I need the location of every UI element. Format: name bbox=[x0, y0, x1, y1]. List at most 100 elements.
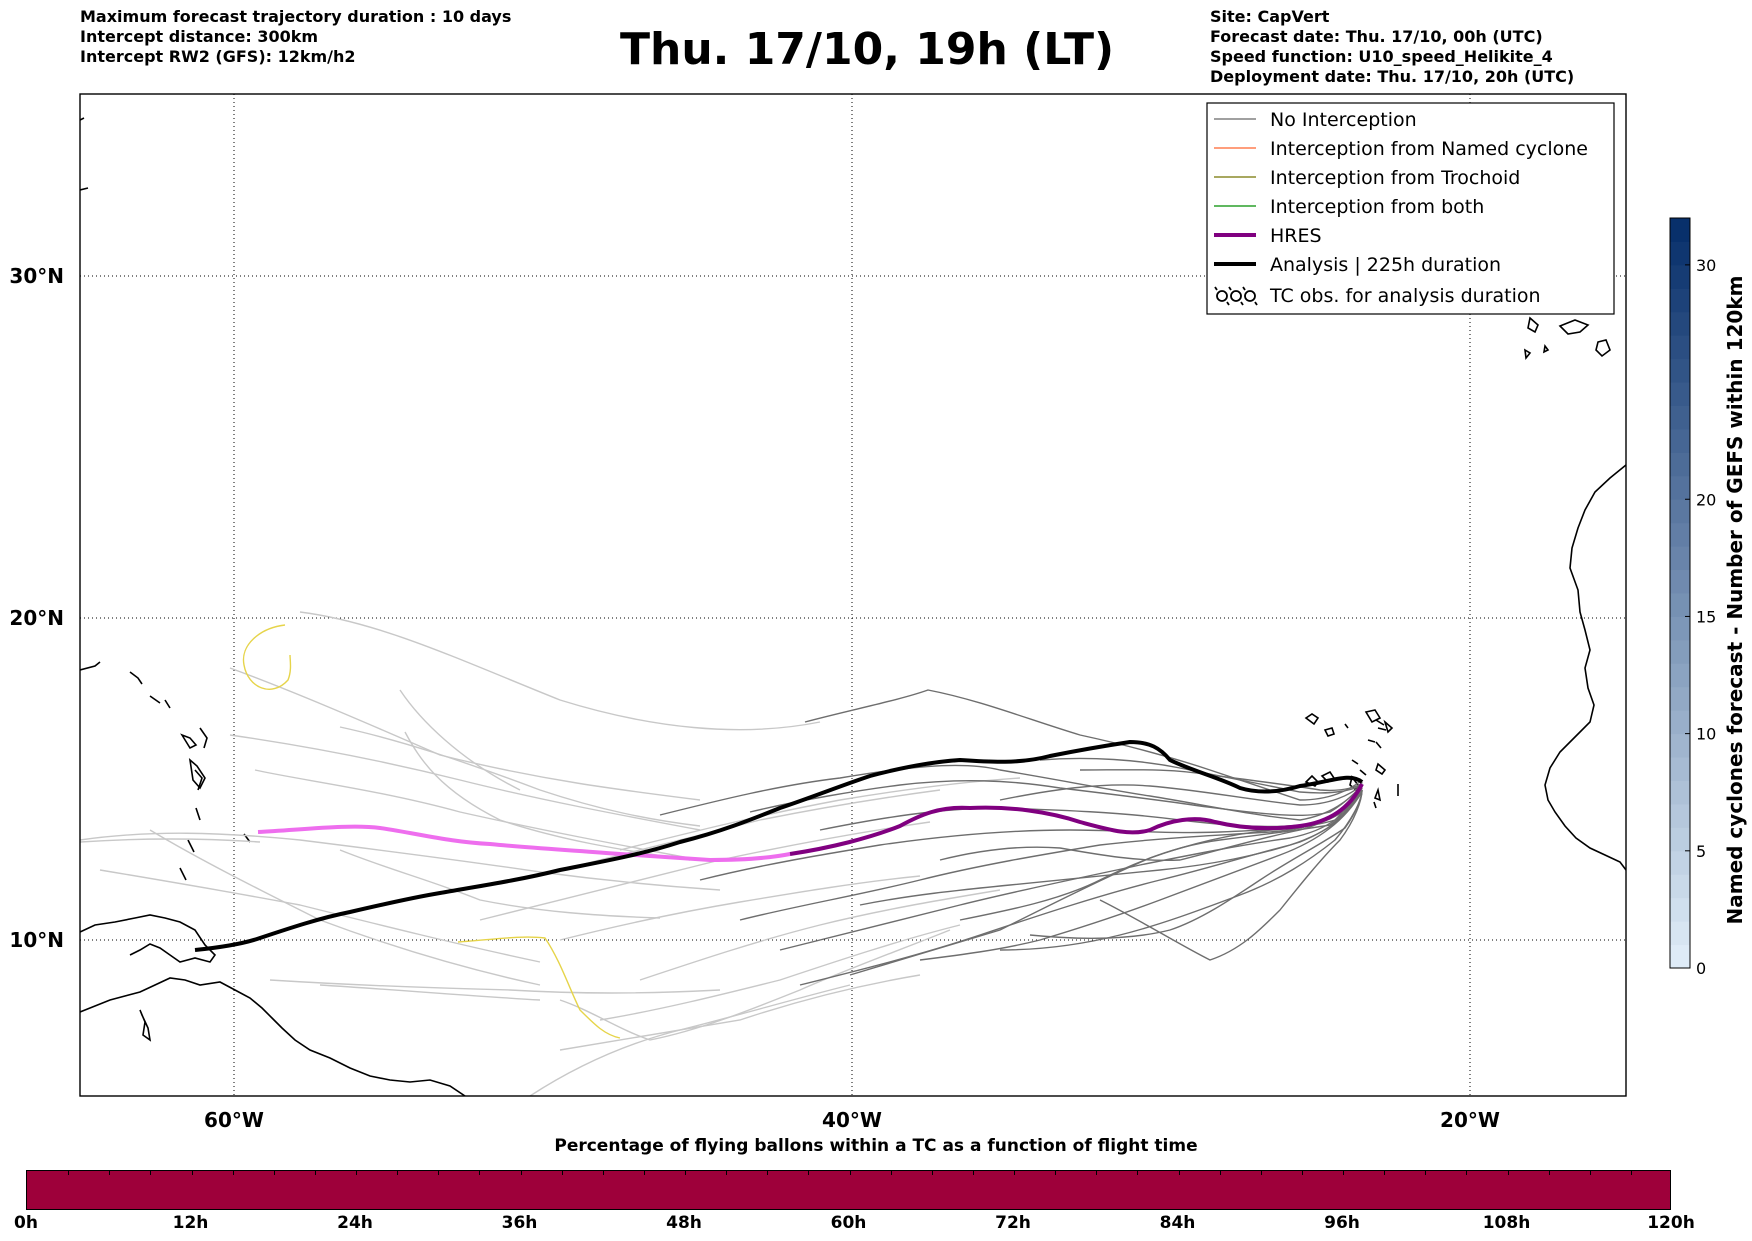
time-bar-minor-tick bbox=[1302, 1171, 1303, 1175]
colorbar-segment bbox=[1670, 265, 1690, 289]
colorbar-segment bbox=[1670, 546, 1690, 570]
legend-label: Interception from Trochoid bbox=[1270, 167, 1520, 189]
colorbar-segment bbox=[1670, 593, 1690, 617]
trajectory bbox=[600, 925, 960, 1020]
colorbar-segment bbox=[1670, 429, 1690, 453]
time-bar-minor-tick bbox=[603, 1171, 604, 1175]
legend-label: No Interception bbox=[1270, 109, 1417, 131]
time-bar-title: Percentage of flying ballons within a TC… bbox=[0, 1136, 1752, 1156]
time-bar-minor-tick bbox=[1261, 1171, 1262, 1175]
colorbar-segment bbox=[1670, 523, 1690, 547]
time-tick-label: 24h bbox=[337, 1213, 373, 1233]
colorbar-tick-label: 30 bbox=[1696, 256, 1716, 275]
lon-tick-label: 60°W bbox=[204, 1108, 264, 1132]
legend-label: Analysis | 225h duration bbox=[1270, 254, 1501, 276]
colorbar-segment bbox=[1670, 874, 1690, 898]
time-tick-label: 60h bbox=[831, 1213, 867, 1233]
colorbar-label: Named cyclones forecast - Number of GEFS… bbox=[1723, 276, 1747, 925]
colorbar-segment bbox=[1670, 616, 1690, 640]
antigua-island bbox=[182, 735, 196, 748]
colorbar-segment bbox=[1670, 499, 1690, 523]
time-tick-label: 0h bbox=[14, 1213, 38, 1233]
time-tick-label: 108h bbox=[1483, 1213, 1531, 1233]
colorbar-segment bbox=[1670, 312, 1690, 336]
colorbar-segment bbox=[1670, 476, 1690, 500]
trajectory bbox=[400, 690, 520, 790]
latitude-ticks: 30°N 20°N 10°N bbox=[9, 264, 64, 952]
south-america-coast bbox=[80, 978, 465, 1096]
caribbean-islands bbox=[80, 662, 250, 880]
colorbar-segment bbox=[1670, 945, 1690, 969]
time-bar-minor-tick bbox=[808, 1171, 809, 1175]
dark-trajectories bbox=[660, 690, 1362, 985]
cape-verde-islets bbox=[1306, 714, 1385, 775]
colorbar-segment bbox=[1670, 288, 1690, 312]
time-bar-minor-tick bbox=[192, 1171, 193, 1175]
venezuela-coast bbox=[80, 915, 215, 962]
longitude-ticks: 60°W 40°W 20°W bbox=[204, 1108, 1500, 1132]
lat-tick-label: 20°N bbox=[9, 606, 64, 630]
trajectory bbox=[560, 975, 920, 1050]
time-bar-minor-tick bbox=[1590, 1171, 1591, 1175]
colorbar-segment bbox=[1670, 898, 1690, 922]
colorbar: 0 5 10 15 20 30 bbox=[1670, 218, 1716, 978]
trajectory bbox=[620, 778, 1020, 850]
trajectory bbox=[860, 788, 1362, 905]
time-bar-minor-tick bbox=[1220, 1171, 1221, 1175]
time-bar-minor-tick bbox=[1466, 1171, 1467, 1175]
time-tick-label: 36h bbox=[502, 1213, 538, 1233]
time-bar-minor-tick bbox=[356, 1171, 357, 1175]
trajectory bbox=[560, 930, 950, 1040]
time-tick-label: 12h bbox=[173, 1213, 209, 1233]
legend: No Interception Interception from Named … bbox=[1207, 103, 1614, 314]
light-trajectories bbox=[80, 612, 1020, 1096]
colorbar-segment bbox=[1670, 851, 1690, 875]
colorbar-tick-label: 10 bbox=[1696, 725, 1716, 744]
colorbar-tick-label: 20 bbox=[1696, 490, 1716, 509]
trajectory bbox=[340, 727, 700, 826]
trajectory bbox=[300, 612, 820, 730]
colorbar-segment bbox=[1670, 359, 1690, 383]
time-bar-minor-tick bbox=[1055, 1171, 1056, 1175]
time-bar-minor-tick bbox=[850, 1171, 851, 1175]
legend-label: Interception from Named cyclone bbox=[1270, 138, 1588, 160]
colorbar-segment bbox=[1670, 241, 1690, 265]
trochoid-loop bbox=[243, 625, 290, 689]
time-tick-label: 120h bbox=[1647, 1213, 1695, 1233]
colorbar-segment bbox=[1670, 663, 1690, 687]
time-bar-minor-tick bbox=[1549, 1171, 1550, 1175]
time-tick-label: 84h bbox=[1160, 1213, 1196, 1233]
time-bar-minor-tick bbox=[438, 1171, 439, 1175]
trajectory bbox=[940, 786, 1362, 860]
colorbar-segment bbox=[1670, 335, 1690, 359]
time-bar-minor-tick bbox=[932, 1171, 933, 1175]
time-bar-minor-tick bbox=[479, 1171, 480, 1175]
time-bar-minor-tick bbox=[1508, 1171, 1509, 1175]
time-bar-minor-tick bbox=[1014, 1171, 1015, 1175]
time-bar-minor-tick bbox=[397, 1171, 398, 1175]
time-bar-minor-tick bbox=[521, 1171, 522, 1175]
colorbar-segment bbox=[1670, 710, 1690, 734]
time-bar-minor-tick bbox=[315, 1171, 316, 1175]
colorbar-segment bbox=[1670, 382, 1690, 406]
time-bar-minor-tick bbox=[685, 1171, 686, 1175]
colorbar-segment bbox=[1670, 406, 1690, 430]
trajectory bbox=[1040, 758, 1362, 792]
time-bar-minor-tick bbox=[1631, 1171, 1632, 1175]
colorbar-segment bbox=[1670, 640, 1690, 664]
colorbar-segment bbox=[1670, 452, 1690, 476]
time-bar-minor-tick bbox=[109, 1171, 110, 1175]
canary-islands bbox=[1525, 318, 1610, 358]
time-bar-minor-tick bbox=[1179, 1171, 1180, 1175]
time-bar-minor-tick bbox=[891, 1171, 892, 1175]
trajectory bbox=[80, 833, 720, 890]
time-bar-minor-tick bbox=[1343, 1171, 1344, 1175]
time-bar-minor-tick bbox=[1384, 1171, 1385, 1175]
trochoid-tracks bbox=[243, 625, 620, 1038]
colorbar-tick-label: 5 bbox=[1696, 842, 1706, 861]
colorbar-segment bbox=[1670, 218, 1690, 242]
time-bar-minor-tick bbox=[726, 1171, 727, 1175]
colorbar-tick-label: 0 bbox=[1696, 959, 1706, 978]
lon-tick-label: 40°W bbox=[822, 1108, 882, 1132]
colorbar-segment bbox=[1670, 757, 1690, 781]
